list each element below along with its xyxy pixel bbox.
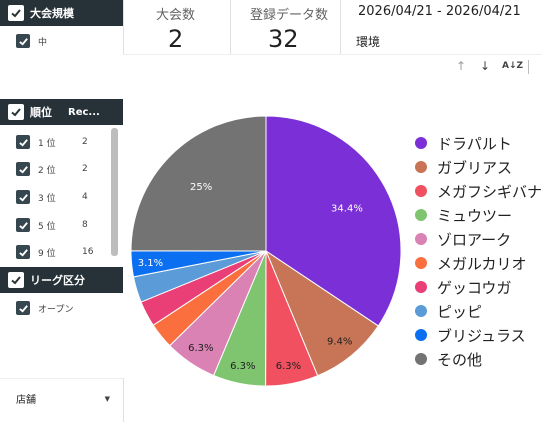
legend-item[interactable]: ガブリアス	[415, 155, 542, 179]
rank-label: 3 位	[38, 193, 56, 204]
legend-item[interactable]: ドラパルト	[415, 131, 542, 155]
arrow-down-icon[interactable]: ↓	[480, 59, 491, 73]
slice-data-label: 6.3%	[188, 343, 213, 354]
rank-count: 4	[82, 192, 88, 202]
legend-label: ゲッコウガ	[437, 278, 512, 297]
legend-label: ドラパルト	[437, 134, 512, 153]
rank-row[interactable]: 5 位 8	[0, 211, 110, 239]
divider	[340, 0, 341, 54]
divider	[123, 54, 542, 55]
checkbox-icon[interactable]	[8, 104, 24, 120]
rank-row[interactable]: 9 位 16	[0, 238, 110, 266]
tournament-scale-header[interactable]: 大会規模	[0, 0, 123, 26]
legend-label: ブリジュラス	[437, 326, 526, 345]
legend-swatch	[415, 185, 427, 197]
league-title: リーグ区分	[30, 274, 85, 287]
checkbox-icon[interactable]	[8, 5, 24, 21]
divider	[230, 0, 231, 54]
checkbox-icon[interactable]	[16, 190, 30, 204]
legend-item[interactable]: メガフシギバナ	[415, 179, 542, 203]
divider	[123, 378, 124, 422]
option-label: 中	[38, 37, 48, 48]
legend-swatch	[415, 257, 427, 269]
legend-item[interactable]: ゲッコウガ	[415, 275, 542, 299]
pie-slice[interactable]	[130, 115, 267, 252]
rank-count: 2	[82, 137, 88, 147]
dropdown-arrow-icon: ▼	[104, 394, 110, 403]
checkbox-icon[interactable]	[16, 218, 30, 232]
rank-count: 2	[82, 164, 88, 174]
league-option[interactable]: オープン	[0, 294, 110, 322]
option-label: オープン	[38, 304, 74, 315]
slice-data-label: 6.3%	[276, 361, 301, 372]
legend-swatch	[415, 329, 427, 341]
tournament-scale-title: 大会規模	[30, 7, 74, 20]
legend-swatch	[415, 281, 427, 293]
rank-row[interactable]: 3 位 4	[0, 183, 110, 211]
legend-label: その他	[437, 350, 483, 369]
divider	[528, 60, 529, 74]
checkbox-icon[interactable]	[16, 34, 30, 48]
legend-label: ピッピ	[437, 302, 483, 321]
environment-title: 環境	[356, 35, 381, 49]
tournament-scale-option[interactable]: 中	[0, 27, 110, 55]
store-dropdown[interactable]: 店舗 ▼	[16, 391, 110, 407]
slice-data-label: 25%	[190, 182, 212, 193]
rank-row[interactable]: 1 位 2	[0, 128, 110, 156]
sort-az-icon[interactable]: A↓Z	[502, 61, 524, 71]
rank-title: 順位	[30, 106, 52, 119]
date-range[interactable]: 2026/04/21 - 2026/04/21	[358, 4, 521, 19]
arrow-up-icon[interactable]: ↑	[456, 59, 467, 73]
checkbox-icon[interactable]	[16, 135, 30, 149]
pie-slice[interactable]	[264, 249, 379, 377]
rank-label: 2 位	[38, 165, 56, 176]
rank-row[interactable]: 2 位 2	[0, 155, 110, 183]
tournament-count-value: 2	[168, 25, 184, 53]
tournament-count-label: 大会数	[156, 8, 196, 23]
checkbox-icon[interactable]	[16, 162, 30, 176]
legend-item[interactable]: ブリジュラス	[415, 323, 542, 347]
slice-data-label: 6.3%	[230, 361, 255, 372]
checkbox-icon[interactable]	[16, 301, 30, 315]
legend-swatch	[415, 233, 427, 245]
legend-swatch	[415, 353, 427, 365]
legend-label: ゾロアーク	[437, 230, 512, 249]
legend-swatch	[415, 137, 427, 149]
chart-legend: ドラパルトガブリアスメガフシギバナ ミュウツーゾロアークメガルカリオ ゲッコウガピッ…	[415, 131, 542, 371]
rank-count: 8	[82, 220, 88, 230]
league-header[interactable]: リーグ区分	[0, 267, 123, 293]
store-dropdown-label: 店舗	[16, 395, 36, 406]
checkbox-icon[interactable]	[16, 245, 30, 259]
legend-swatch	[415, 161, 427, 173]
legend-swatch	[415, 209, 427, 221]
divider	[123, 0, 124, 54]
divider	[0, 378, 123, 379]
record-count-label: 登録データ数	[250, 8, 329, 23]
slice-data-label: 34.4%	[331, 204, 363, 215]
record-count-header[interactable]: Rec...	[68, 106, 100, 118]
rank-scrollbar[interactable]	[111, 128, 118, 256]
legend-swatch	[415, 305, 427, 317]
rank-label: 1 位	[38, 138, 56, 149]
slice-data-label: 3.1%	[138, 258, 163, 269]
legend-item[interactable]: ピッピ	[415, 299, 542, 323]
legend-label: メガルカリオ	[437, 254, 527, 273]
legend-item[interactable]: メガルカリオ	[415, 251, 542, 275]
legend-label: ガブリアス	[437, 158, 513, 177]
rank-header[interactable]: 順位 Rec...	[0, 99, 123, 125]
checkbox-icon[interactable]	[8, 272, 24, 288]
legend-item[interactable]: ゾロアーク	[415, 227, 542, 251]
legend-item[interactable]: その他	[415, 347, 542, 371]
rank-count: 16	[82, 247, 94, 257]
rank-label: 9 位	[38, 248, 56, 259]
rank-label: 5 位	[38, 221, 56, 232]
legend-item[interactable]: ミュウツー	[415, 203, 542, 227]
legend-label: ミュウツー	[437, 206, 513, 225]
slice-data-label: 9.4%	[327, 337, 352, 348]
legend-label: メガフシギバナ	[437, 182, 542, 201]
record-count-value: 32	[268, 25, 299, 53]
